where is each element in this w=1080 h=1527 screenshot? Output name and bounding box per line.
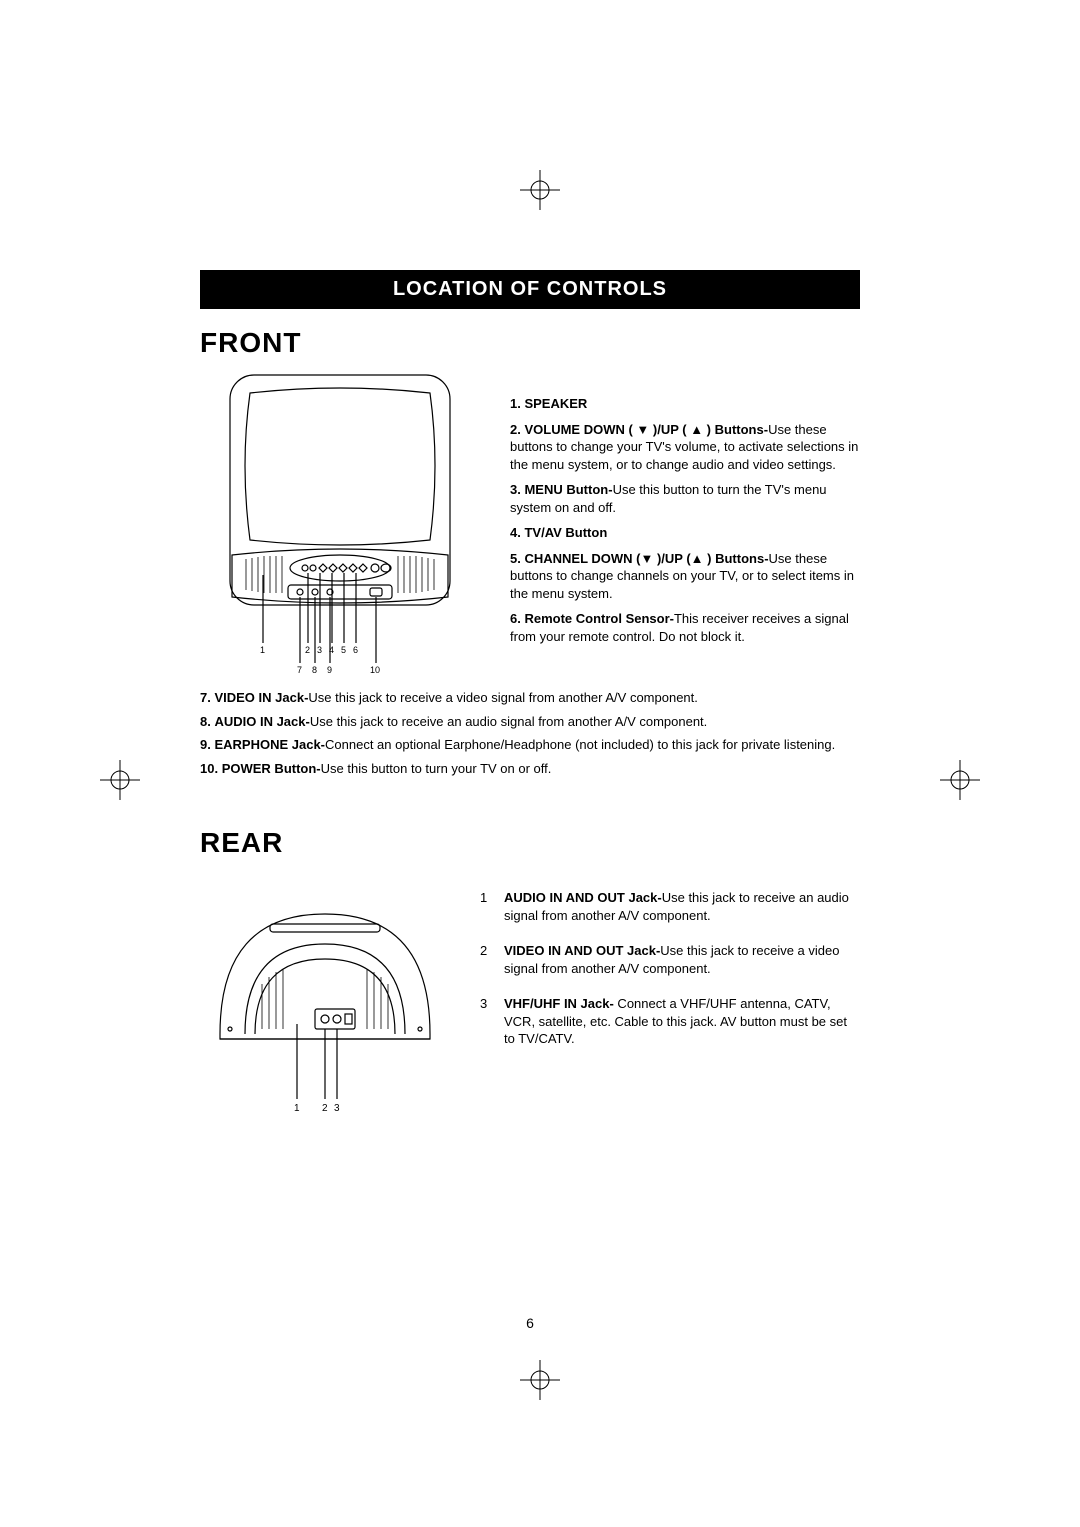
front-item: 9. EARPHONE Jack-Connect an optional Ear…: [200, 736, 860, 754]
front-label-5: 5: [341, 645, 346, 655]
front-label-2: 2: [305, 645, 310, 655]
item-desc: Use this button to turn your TV on or of…: [321, 761, 552, 776]
item-label: AUDIO IN AND OUT Jack-: [504, 890, 662, 905]
rear-item: 1 AUDIO IN AND OUT Jack-Use this jack to…: [480, 889, 860, 924]
item-num: 3.: [510, 482, 521, 497]
item-label: MENU Button-: [524, 482, 612, 497]
front-item: 5. CHANNEL DOWN (▼ )/UP (▲ ) Buttons-Use…: [510, 550, 860, 603]
front-item: 3. MENU Button-Use this button to turn t…: [510, 481, 860, 516]
item-num: 1: [480, 889, 492, 924]
item-num: 2: [480, 942, 492, 977]
item-desc: Use this jack to receive an audio signal…: [310, 714, 707, 729]
front-label-1: 1: [260, 645, 265, 655]
crop-mark-top: [520, 170, 560, 210]
front-item: 6. Remote Control Sensor-This receiver r…: [510, 610, 860, 645]
item-label: CHANNEL DOWN (▼ )/UP (▲ ) Buttons-: [524, 551, 768, 566]
front-label-8: 8: [312, 665, 317, 675]
front-label-6: 6: [353, 645, 358, 655]
item-label: EARPHONE Jack-: [214, 737, 325, 752]
item-num: 9.: [200, 737, 211, 752]
item-num: 7.: [200, 690, 211, 705]
item-num: 2.: [510, 422, 521, 437]
rear-label-1: 1: [294, 1103, 300, 1114]
item-desc: Connect an optional Earphone/Headphone (…: [325, 737, 835, 752]
rear-label-3: 3: [334, 1103, 340, 1114]
item-label: POWER Button-: [222, 761, 321, 776]
item-num: 10.: [200, 761, 218, 776]
front-label-10: 10: [370, 665, 380, 675]
item-label: TV/AV Button: [524, 525, 607, 540]
front-items-full: 7. VIDEO IN Jack-Use this jack to receiv…: [200, 689, 860, 777]
item-num: 6.: [510, 611, 521, 626]
rear-item: 2 VIDEO IN AND OUT Jack-Use this jack to…: [480, 942, 860, 977]
front-label-7: 7: [297, 665, 302, 675]
item-label: Remote Control Sensor-: [524, 611, 674, 626]
crop-mark-right: [940, 760, 980, 800]
front-item: 10. POWER Button-Use this button to turn…: [200, 760, 860, 778]
page-content: LOCATION OF CONTROLS FRONT: [200, 270, 860, 1139]
item-label: VIDEO IN AND OUT Jack-: [504, 943, 660, 958]
front-title: FRONT: [200, 327, 860, 359]
front-label-9: 9: [327, 665, 332, 675]
rear-label-2: 2: [322, 1103, 328, 1114]
item-num: 4.: [510, 525, 521, 540]
crop-mark-bottom: [520, 1360, 560, 1400]
item-label: VOLUME DOWN ( ▼ )/UP ( ▲ ) Buttons-: [524, 422, 768, 437]
rear-title: REAR: [200, 827, 860, 859]
item-num: 1.: [510, 396, 521, 411]
page-number: 6: [200, 1315, 860, 1331]
front-label-3: 3: [317, 645, 322, 655]
item-num: 3: [480, 995, 492, 1048]
item-label: VHF/UHF IN Jack-: [504, 996, 614, 1011]
rear-items: 1 AUDIO IN AND OUT Jack-Use this jack to…: [480, 889, 860, 1066]
section-header: LOCATION OF CONTROLS: [200, 270, 860, 309]
crop-mark-left: [100, 760, 140, 800]
front-item: 7. VIDEO IN Jack-Use this jack to receiv…: [200, 689, 860, 707]
item-num: 5.: [510, 551, 521, 566]
rear-diagram: 1 2 3: [200, 889, 450, 1139]
front-label-4: 4: [329, 645, 334, 655]
rear-item: 3 VHF/UHF IN Jack- Connect a VHF/UHF ant…: [480, 995, 860, 1048]
front-diagram: 1 2 3 4 5 6 7 8 9 10: [200, 365, 480, 685]
front-items-right: 1. SPEAKER 2. VOLUME DOWN ( ▼ )/UP ( ▲ )…: [510, 365, 860, 654]
front-item: 2. VOLUME DOWN ( ▼ )/UP ( ▲ ) Buttons-Us…: [510, 421, 860, 474]
item-label: AUDIO IN Jack-: [214, 714, 309, 729]
item-num: 8.: [200, 714, 211, 729]
item-desc: Use this jack to receive a video signal …: [308, 690, 697, 705]
front-item: 4. TV/AV Button: [510, 524, 860, 542]
front-item: 1. SPEAKER: [510, 395, 860, 413]
front-item: 8. AUDIO IN Jack-Use this jack to receiv…: [200, 713, 860, 731]
item-label: VIDEO IN Jack-: [214, 690, 308, 705]
item-label: SPEAKER: [524, 396, 587, 411]
